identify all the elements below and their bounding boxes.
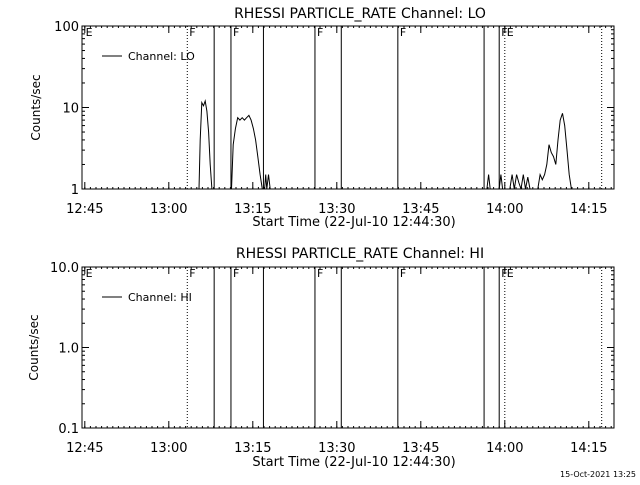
event-marker-label: E <box>86 26 93 39</box>
event-marker-label: E <box>507 26 514 39</box>
x-tick-label: 13:15 <box>234 441 271 456</box>
x-tick-label: 14:15 <box>570 441 607 456</box>
y-axis-label: Counts/sec <box>29 74 43 140</box>
y-tick-label: 10.0 <box>50 261 79 276</box>
x-tick-label: 13:00 <box>150 441 187 456</box>
series-line-segment <box>486 174 491 190</box>
y-tick-label: 1 <box>71 183 79 198</box>
y-axis-label: Counts/sec <box>27 314 41 380</box>
event-marker-label: F <box>233 26 239 39</box>
event-marker-label: E <box>86 267 93 280</box>
y-tick-label: 0.1 <box>58 422 79 437</box>
event-marker-label: F <box>233 267 239 280</box>
x-tick-label: 14:15 <box>570 202 607 217</box>
x-tick-label: 13:00 <box>150 202 187 217</box>
series-line-segment <box>537 113 572 190</box>
x-tick-label: 13:30 <box>318 441 355 456</box>
x-axis-label: Start Time (22-Jul-10 12:44:30) <box>252 455 455 470</box>
x-tick-label: 14:00 <box>486 202 523 217</box>
x-tick-label: 13:15 <box>234 202 271 217</box>
chart-title: RHESSI PARTICLE_RATE Channel: LO <box>234 6 486 22</box>
x-tick-label: 13:30 <box>318 202 355 217</box>
x-tick-label: 13:45 <box>402 202 439 217</box>
series-line-segment <box>498 174 504 190</box>
chart-panel-lo: RHESSI PARTICLE_RATE Channel: LO Start Ti… <box>29 6 615 230</box>
chart-panel-hi: RHESSI PARTICLE_RATE Channel: HI Start Ti… <box>27 246 615 470</box>
event-marker-label: F <box>189 267 195 280</box>
series-line-segment <box>198 99 213 190</box>
event-marker-label: F <box>317 26 323 39</box>
series-line-segment <box>231 114 263 190</box>
legend-entry: Channel: LO <box>128 50 195 63</box>
event-marker-label: F <box>400 267 406 280</box>
event-marker-label: F <box>400 26 406 39</box>
x-tick-label: 13:45 <box>402 441 439 456</box>
event-marker-label: F <box>317 267 323 280</box>
y-tick-label: 10 <box>62 102 79 117</box>
y-tick-label: 1.0 <box>58 342 79 357</box>
x-tick-label: 12:45 <box>66 441 103 456</box>
x-axis-label: Start Time (22-Jul-10 12:44:30) <box>252 215 455 230</box>
footer-timestamp: 15-Oct-2021 13:25 <box>560 470 636 479</box>
x-tick-label: 14:00 <box>486 441 523 456</box>
series-line-segment <box>264 174 271 190</box>
event-marker-label: F <box>189 26 195 39</box>
legend-entry: Channel: HI <box>128 291 192 304</box>
series-line-segment <box>509 174 531 190</box>
chart-title: RHESSI PARTICLE_RATE Channel: HI <box>236 246 484 262</box>
x-tick-label: 12:45 <box>66 202 103 217</box>
event-marker-label: E <box>507 267 514 280</box>
y-tick-label: 100 <box>54 20 79 35</box>
